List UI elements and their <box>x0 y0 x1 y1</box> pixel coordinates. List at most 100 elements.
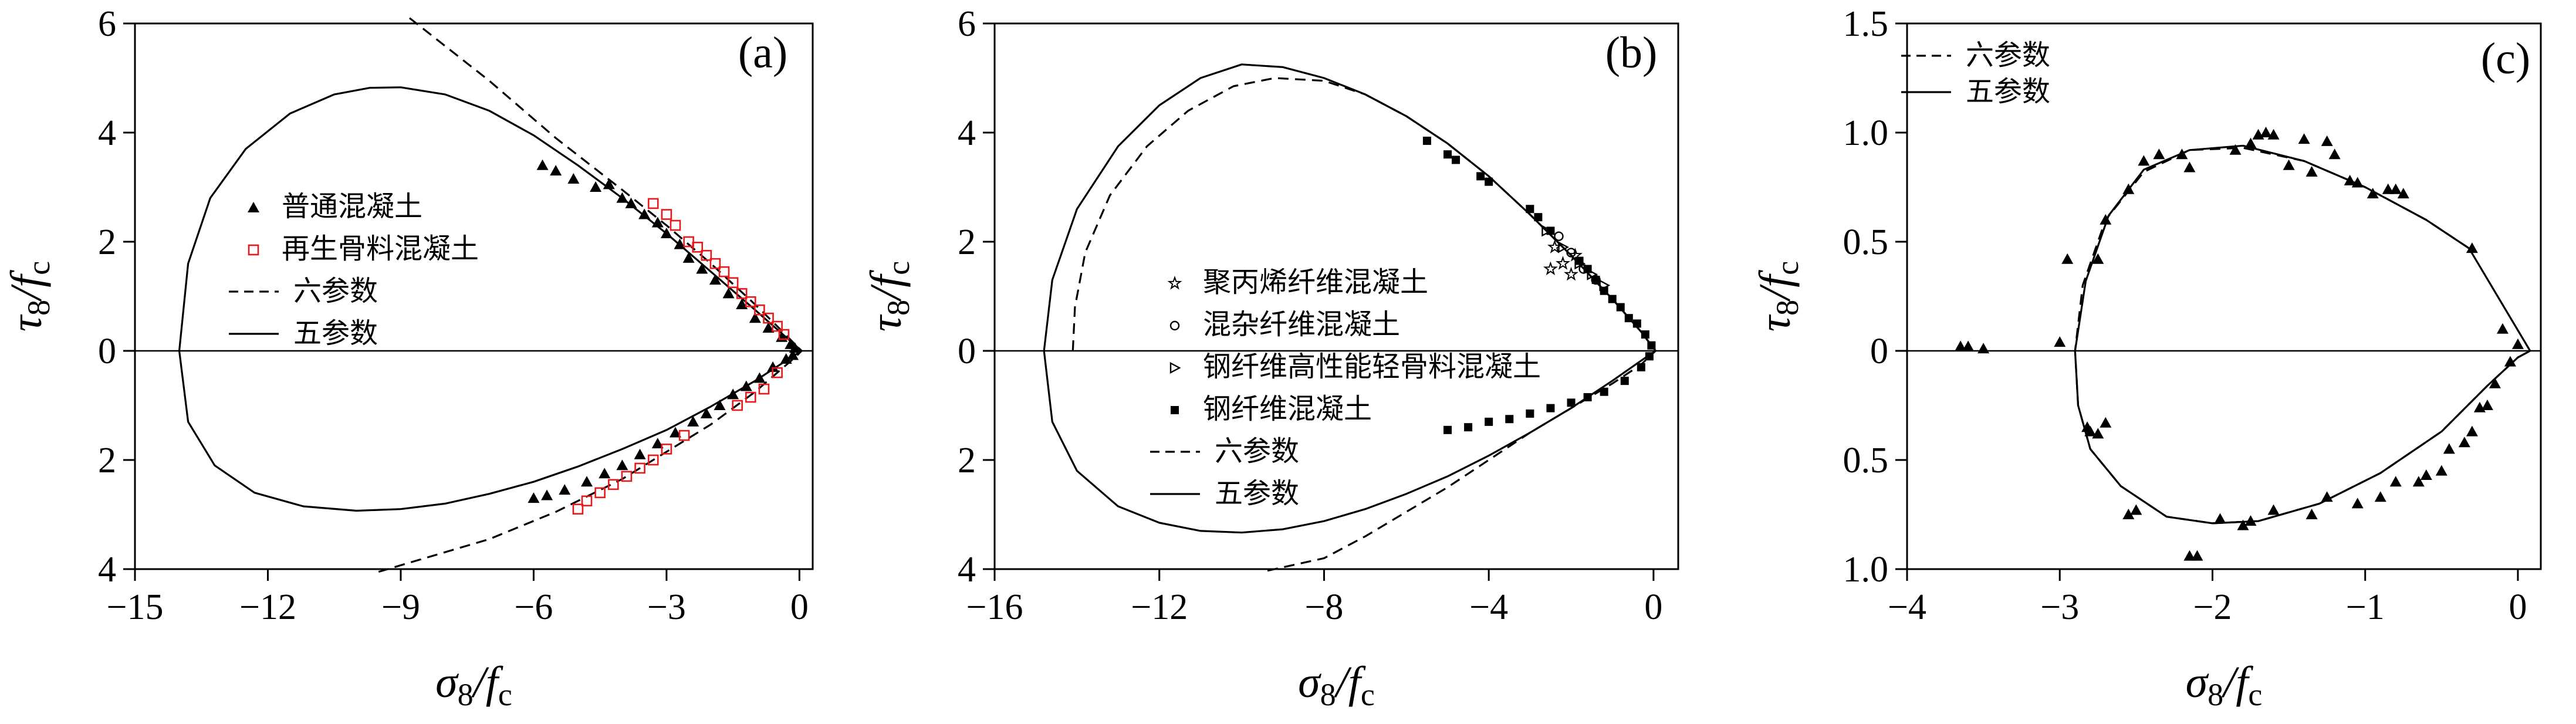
data-point-series-1 <box>758 383 770 395</box>
data-point-series-0 <box>603 178 615 190</box>
x-tick-label: −9 <box>381 587 420 627</box>
panel-c: −4 −3 −2 −1 01.51.00.500.51.0σ8/fcτ8/fc(c)六参… <box>1750 4 2542 712</box>
data-point-series-0 <box>2382 183 2394 194</box>
legend-label: 六参数 <box>1215 435 1299 468</box>
data-point-series-0 <box>567 173 580 184</box>
x-tick-label: −16 <box>966 587 1023 627</box>
data-point-series-0 <box>2344 174 2356 185</box>
data-point-series-0 <box>727 388 739 400</box>
data-point-series-0 <box>651 438 664 449</box>
data-point-series-3 <box>1476 172 1485 181</box>
x-axis-label: σ8/fc <box>1298 658 1375 712</box>
data-point-series-1 <box>621 471 633 482</box>
x-tick-label: −4 <box>1469 587 1508 627</box>
data-point-series-3 <box>1591 276 1600 285</box>
y-tick-label: 0.5 <box>1843 222 1889 262</box>
y-tick-label: 1.0 <box>1843 550 1889 590</box>
y-axis-label-part: 8 <box>881 300 916 316</box>
data-point-series-1 <box>594 487 606 499</box>
data-point-series-3 <box>1600 286 1608 295</box>
plot-frame <box>993 22 1679 570</box>
five-parameter-curve <box>1043 63 1657 534</box>
data-point-series-0 <box>2176 148 2188 160</box>
legend-label: 钢纤维高性能轻骨料混凝土 <box>1203 350 1541 383</box>
data-point-series-1 <box>661 444 672 455</box>
x-axis-label-part: /f <box>2221 658 2253 707</box>
data-point-series-1 <box>607 479 619 490</box>
data-point-series-1 <box>709 258 721 269</box>
data-point-series-0 <box>2351 498 2364 509</box>
x-tick-label: −6 <box>514 587 553 627</box>
data-point-series-3 <box>1600 387 1608 396</box>
data-point-series-1 <box>1566 248 1576 258</box>
data-point-series-1 <box>701 249 712 261</box>
data-point-series-0 <box>2191 550 2203 561</box>
data-point-series-1 <box>772 367 783 378</box>
x-axis-label-part: 8 <box>1320 677 1336 712</box>
data-point-series-0 <box>2420 469 2432 481</box>
data-point-series-0 <box>2389 183 2402 194</box>
x-axis-label-part: 8 <box>458 677 474 712</box>
data-point-series-0 <box>2298 133 2310 144</box>
data-point-series-0 <box>2511 338 2524 349</box>
data-point-series-0 <box>2504 356 2516 367</box>
x-axis-label-part: c <box>1361 677 1375 712</box>
legend-label: 五参数 <box>1215 477 1299 510</box>
panel-label: (b) <box>1605 28 1658 77</box>
data-point-series-0 <box>2321 135 2333 146</box>
data-point-series-0 <box>2283 159 2295 170</box>
y-axis-label-part: c <box>21 261 56 275</box>
y-axis-label-part: /f <box>1750 270 1800 302</box>
x-tick-label: −8 <box>1304 587 1343 627</box>
data-point-series-3 <box>1624 314 1633 323</box>
data-point-series-0 <box>536 159 549 170</box>
data-point-series-0 <box>2305 165 2318 177</box>
y-axis-label-part: τ <box>1750 314 1800 331</box>
data-point-series-0 <box>2481 400 2493 410</box>
data-point-series-0 <box>2397 188 2409 199</box>
data-point-series-0 <box>2267 504 2280 515</box>
data-point-series-0 <box>2328 148 2341 160</box>
x-tick-label: −3 <box>647 587 686 627</box>
y-axis-label-part: /f <box>861 270 911 302</box>
data-point-series-1 <box>727 277 739 289</box>
y-tick-label: 2 <box>98 222 116 262</box>
y-tick-label: 0 <box>1870 331 1888 371</box>
data-point-series-3 <box>1485 417 1493 426</box>
data-point-series-0 <box>1568 248 1583 262</box>
data-point-series-0 <box>789 342 801 353</box>
data-point-series-0 <box>669 427 681 438</box>
data-point-series-0 <box>682 252 695 263</box>
y-tick-label: 1.5 <box>1843 4 1889 44</box>
y-axis-label-part: τ <box>2 314 51 331</box>
legend-label: 五参数 <box>293 317 378 350</box>
x-tick-label: −12 <box>239 587 296 627</box>
y-tick-label: 4 <box>98 550 116 590</box>
data-point-series-2 <box>1558 241 1570 253</box>
data-point-series-1 <box>692 241 704 253</box>
data-point-series-0 <box>2367 188 2379 199</box>
data-point-series-0 <box>2389 476 2402 487</box>
data-point-series-1 <box>647 454 659 466</box>
data-point-series-0 <box>780 353 792 364</box>
y-tick-label: 1.0 <box>1843 113 1889 153</box>
data-point-series-0 <box>2321 491 2333 502</box>
data-point-series-0 <box>2183 161 2196 172</box>
y-tick-label: 2 <box>958 222 976 262</box>
y-tick-label: 0 <box>958 331 976 371</box>
data-point-series-1 <box>732 400 743 411</box>
data-point-series-0 <box>1955 340 1967 351</box>
legend-label: 再生骨料混凝土 <box>282 232 479 265</box>
y-tick-label: 4 <box>98 113 116 153</box>
y-axis-label-part: 8 <box>1770 300 1805 316</box>
data-point-series-1 <box>718 266 730 278</box>
x-axis-label-part: σ <box>2186 658 2209 707</box>
x-tick-label: 0 <box>2509 587 2527 627</box>
data-point-series-1 <box>1554 231 1564 241</box>
data-point-series-0 <box>767 361 779 372</box>
data-point-series-0 <box>638 208 651 219</box>
data-point-series-3 <box>1546 226 1555 235</box>
legend-label: 普通混凝土 <box>282 190 422 223</box>
data-point-series-0 <box>749 312 761 323</box>
